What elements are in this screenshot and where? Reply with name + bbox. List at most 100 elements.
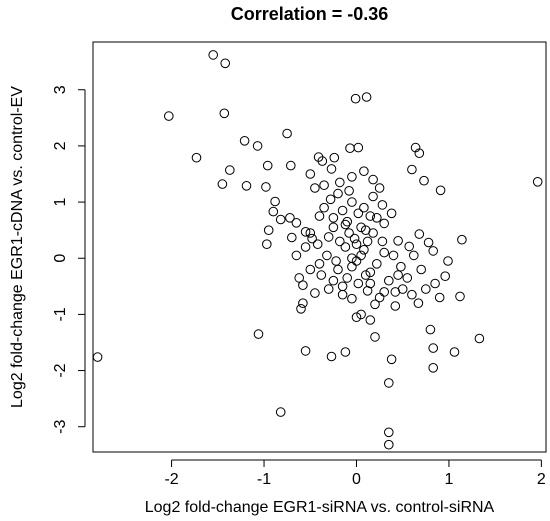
data-point <box>342 273 353 283</box>
data-point <box>351 239 362 249</box>
data-point <box>351 312 362 323</box>
data-point <box>407 164 417 175</box>
data-point <box>296 304 306 314</box>
data-point <box>449 347 460 357</box>
data-point <box>413 298 424 309</box>
y-axis-label: Log2 fold-change EGR1-cDNA vs. control-E… <box>9 86 26 408</box>
data-point <box>379 287 390 297</box>
data-point <box>241 181 252 191</box>
data-point <box>361 92 372 102</box>
data-point <box>275 407 286 417</box>
data-point <box>379 247 390 258</box>
data-point <box>345 143 355 153</box>
data-point <box>425 324 436 335</box>
data-point <box>287 232 297 243</box>
data-point <box>384 427 394 438</box>
y-tick-label: -3 <box>52 420 69 434</box>
data-point <box>434 292 445 303</box>
data-point <box>409 250 419 261</box>
data-point <box>331 256 341 266</box>
data-point <box>457 234 467 245</box>
data-point <box>374 183 385 193</box>
y-tick-label: 2 <box>52 141 69 150</box>
data-point <box>428 246 439 256</box>
data-point <box>386 208 397 219</box>
data-point <box>407 289 417 300</box>
x-tick-label: -2 <box>164 471 178 488</box>
x-axis-label: Log2 fold-change EGR1-siRNA vs. control-… <box>145 499 495 516</box>
y-tick-label: -1 <box>52 307 69 321</box>
data-point <box>268 206 279 217</box>
data-point <box>414 229 425 239</box>
data-point <box>347 253 357 264</box>
data-point <box>421 284 431 294</box>
data-point <box>344 186 354 196</box>
data-point <box>353 278 364 289</box>
y-tick-label: -2 <box>52 363 69 377</box>
data-point <box>328 222 339 233</box>
data-point <box>307 233 317 244</box>
x-tick-label: 2 <box>537 471 546 488</box>
data-point <box>275 214 286 225</box>
data-point <box>359 245 369 255</box>
data-point <box>365 315 376 325</box>
data-point <box>322 250 332 261</box>
data-point <box>532 177 543 187</box>
data-point <box>337 281 348 292</box>
data-point <box>282 128 292 139</box>
data-point <box>372 259 382 269</box>
data-point <box>300 242 311 252</box>
data-point <box>443 256 453 266</box>
data-point <box>291 218 302 228</box>
y-tick-label: 3 <box>52 85 69 94</box>
data-point <box>317 156 328 166</box>
data-point <box>323 284 334 294</box>
data-point <box>377 200 388 210</box>
data-point <box>333 188 343 199</box>
data-point <box>419 175 429 186</box>
data-point <box>262 160 273 171</box>
data-point <box>323 232 334 242</box>
data-point <box>319 180 329 190</box>
data-point <box>351 256 362 266</box>
data-point <box>305 264 316 275</box>
plot-frame <box>92 41 547 453</box>
data-point <box>379 218 390 229</box>
x-axis: -2 -1 0 1 2 <box>164 459 546 488</box>
data-point <box>252 141 263 151</box>
data-point <box>340 347 351 357</box>
data-point <box>402 273 413 283</box>
data-point <box>374 292 385 303</box>
data-point <box>191 152 202 163</box>
data-point <box>312 239 323 249</box>
data-point <box>393 236 403 246</box>
data-point <box>356 309 366 320</box>
data-point <box>285 213 295 223</box>
data-point <box>326 351 337 362</box>
data-point <box>305 228 316 238</box>
data-point <box>225 165 235 175</box>
y-tick-label: 0 <box>52 254 69 263</box>
data-point <box>300 346 311 356</box>
x-tick-label: 1 <box>444 471 453 488</box>
data-point <box>365 267 376 278</box>
data-point <box>393 270 403 280</box>
data-point <box>326 164 337 174</box>
data-point <box>368 174 378 185</box>
data-point <box>298 298 308 309</box>
data-point <box>316 270 327 280</box>
data-point <box>384 439 394 450</box>
data-point <box>365 278 376 289</box>
data-point <box>356 222 366 233</box>
data-point <box>335 177 345 188</box>
data-point <box>328 213 339 223</box>
y-axis: -3 -2 -1 0 1 2 3 <box>52 85 86 434</box>
data-point <box>435 185 446 196</box>
data-point <box>359 166 369 176</box>
data-point <box>388 250 399 261</box>
data-point <box>270 196 280 207</box>
data-point <box>428 343 439 353</box>
data-point <box>261 182 271 192</box>
data-point <box>217 179 228 189</box>
data-point <box>208 50 218 60</box>
